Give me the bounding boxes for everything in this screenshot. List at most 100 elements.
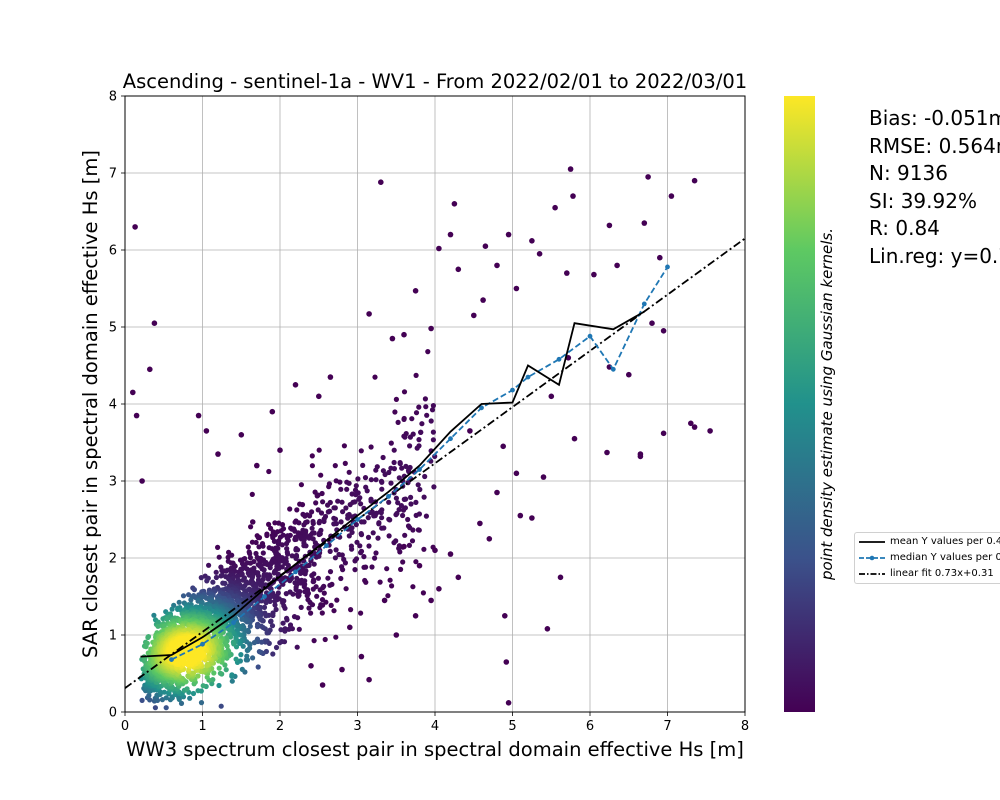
density-point (346, 533, 352, 539)
outlier-point (482, 243, 489, 249)
outlier-point (436, 245, 442, 252)
stat-bias: Bias: -0.051m (869, 106, 1000, 130)
density-point (365, 515, 371, 521)
density-point (244, 653, 250, 659)
density-point (318, 510, 325, 516)
density-point (260, 543, 266, 549)
density-point (256, 649, 262, 655)
outlier-point (455, 574, 462, 581)
density-point (304, 563, 310, 569)
density-point (294, 507, 300, 513)
outlier-point (503, 659, 510, 665)
density-point (355, 476, 361, 482)
outlier-point (366, 676, 372, 683)
density-point (318, 602, 324, 608)
density-point (425, 349, 431, 355)
density-point (271, 538, 277, 545)
median-line (171, 266, 669, 661)
density-point (260, 550, 266, 556)
median-point (231, 620, 236, 626)
density-point (295, 547, 301, 553)
density-point (361, 554, 367, 560)
outlier-point (544, 626, 551, 632)
density-point (229, 678, 235, 684)
density-point (345, 515, 351, 521)
density-point (316, 520, 322, 526)
density-point (161, 689, 167, 695)
outlier-point (688, 420, 694, 427)
density-point (204, 661, 211, 668)
density-point (280, 532, 286, 538)
outlier-point (606, 222, 613, 229)
density-point (284, 615, 290, 622)
outlier-point (253, 462, 260, 469)
density-point (269, 623, 276, 629)
density-point (429, 407, 436, 413)
density-point (245, 544, 251, 550)
density-point (373, 510, 380, 516)
density-point (280, 600, 286, 606)
outlier-point (393, 632, 400, 638)
density-point (267, 585, 273, 591)
outlier-point (347, 624, 353, 631)
outlier-point (660, 328, 667, 334)
density-point (348, 607, 354, 613)
outlier-point (147, 366, 153, 373)
median-point (610, 366, 616, 372)
density-point (293, 536, 299, 542)
density-point (278, 528, 284, 534)
density-point (211, 670, 217, 676)
density-point (415, 527, 421, 533)
outlier-point (552, 204, 558, 211)
density-point (320, 499, 326, 505)
density-point (422, 473, 428, 480)
series-lines (125, 237, 745, 689)
density-point (244, 647, 250, 654)
stat-linreg: Lin.reg: y=0.73x+0.31 (869, 243, 1000, 268)
median-point (510, 387, 515, 393)
median-point (293, 569, 298, 575)
density-point (355, 490, 361, 496)
outlier-point (269, 408, 276, 415)
density-point (338, 519, 344, 525)
density-point (380, 454, 386, 461)
density-point (146, 692, 152, 699)
outlier-point (401, 331, 407, 338)
density-point (244, 566, 250, 572)
density-point (180, 593, 187, 599)
y-tick-label: 3 (109, 475, 117, 490)
density-point (362, 577, 368, 584)
outlier-point (455, 266, 462, 273)
density-point (341, 556, 347, 563)
density-point (409, 538, 416, 544)
outlier-point (238, 432, 245, 438)
density-point (342, 460, 348, 466)
outlier-point (540, 474, 547, 480)
stat-si: SI: 39.92% (869, 188, 977, 213)
outlier-point (428, 597, 434, 604)
density-point (430, 437, 436, 443)
density-point (272, 598, 278, 604)
y-tick-label: 5 (109, 321, 117, 336)
density-point (190, 690, 197, 697)
density-point (386, 533, 392, 539)
density-point (339, 499, 345, 505)
density-point (353, 522, 359, 528)
density-point (210, 579, 216, 585)
density-point (347, 502, 353, 508)
density-point (317, 531, 323, 537)
density-point (283, 591, 289, 597)
density-point (268, 619, 274, 625)
density-point (389, 583, 395, 589)
density-point (395, 500, 401, 506)
density-point (384, 566, 390, 572)
density-point (391, 459, 397, 466)
density-point (379, 486, 385, 492)
density-point (272, 602, 278, 608)
density-point (396, 475, 402, 481)
density-point (232, 563, 238, 569)
density-point (410, 584, 416, 590)
density-point (428, 418, 434, 424)
density-point (321, 583, 327, 589)
x-tick-label: 6 (586, 719, 594, 734)
